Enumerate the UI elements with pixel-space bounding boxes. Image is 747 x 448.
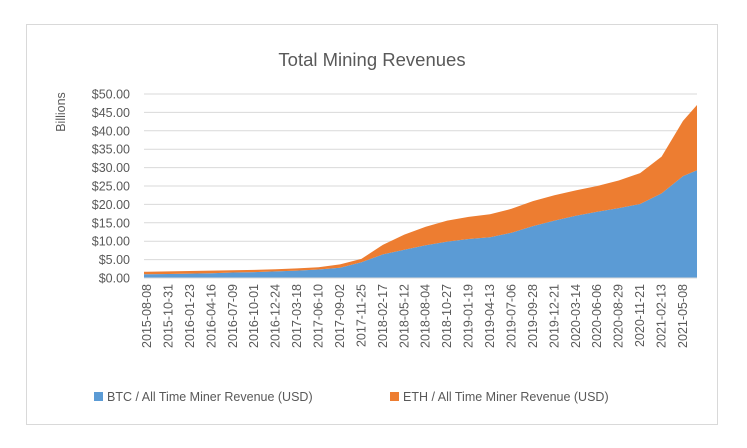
x-tick-label: 2019-07-06 [505, 284, 519, 348]
x-tick-label: 2019-09-28 [526, 284, 540, 348]
x-tick-label: 2019-12-21 [547, 284, 561, 348]
y-tick-label: $45.00 [92, 106, 130, 120]
legend-label-btc: BTC / All Time Miner Revenue (USD) [107, 390, 313, 404]
x-tick-label: 2017-11-25 [354, 284, 368, 347]
plot-areas [144, 105, 697, 279]
x-tick-label: 2016-07-09 [226, 284, 240, 348]
x-tick-label: 2019-04-13 [483, 284, 497, 348]
x-tick-label: 2021-05-08 [676, 284, 690, 348]
legend-swatch-btc [94, 392, 103, 401]
x-tick-label: 2020-06-06 [590, 284, 604, 348]
legend-label-eth: ETH / All Time Miner Revenue (USD) [403, 390, 609, 404]
x-tick-label: 2020-11-21 [633, 284, 647, 347]
y-tick-label: $50.00 [92, 88, 130, 102]
x-tick-label: 2015-10-31 [161, 284, 175, 348]
x-tick-label: 2021-02-13 [655, 284, 669, 348]
y-axis-label: Billions [54, 92, 68, 132]
y-tick-label: $40.00 [92, 124, 130, 138]
x-tick-label: 2018-08-04 [419, 284, 433, 348]
x-tick-label: 2017-03-18 [290, 284, 304, 348]
area-series-btc [144, 170, 697, 278]
legend: BTC / All Time Miner Revenue (USD) ETH / … [94, 390, 609, 404]
area-series-eth [144, 105, 697, 275]
legend-swatch-eth [390, 392, 399, 401]
y-tick-labels: $0.00 $5.00 $10.00 $15.00 $20.00 $25.00 $30.00… [92, 88, 130, 286]
x-tick-labels: 2015-08-08 2015-10-31 2016-01-23 2016-04-16… [140, 284, 690, 348]
x-tick-label: 2016-12-24 [269, 284, 283, 348]
x-tick-label: 2016-04-16 [204, 284, 218, 348]
x-tick-label: 2017-09-02 [333, 284, 347, 348]
x-tick-label: 2017-06-10 [312, 284, 326, 348]
chart-title: Total Mining Revenues [278, 49, 465, 70]
y-tick-label: $25.00 [92, 180, 130, 194]
y-tick-label: $5.00 [99, 253, 130, 267]
x-tick-label: 2020-03-14 [569, 284, 583, 348]
y-tick-label: $0.00 [99, 272, 130, 286]
x-tick-label: 2015-08-08 [140, 284, 154, 348]
x-tick-label: 2016-01-23 [183, 284, 197, 348]
x-tick-label: 2018-02-17 [376, 284, 390, 348]
y-tick-label: $20.00 [92, 198, 130, 212]
y-tick-label: $10.00 [92, 235, 130, 249]
x-tick-label: 2020-08-29 [612, 284, 626, 348]
x-tick-label: 2018-10-27 [440, 284, 454, 348]
y-tick-label: $35.00 [92, 143, 130, 157]
x-tick-label: 2016-10-01 [247, 284, 261, 348]
y-tick-label: $15.00 [92, 216, 130, 230]
x-tick-label: 2019-01-19 [462, 284, 476, 348]
y-tick-label: $30.00 [92, 161, 130, 175]
x-tick-label: 2018-05-12 [397, 284, 411, 348]
